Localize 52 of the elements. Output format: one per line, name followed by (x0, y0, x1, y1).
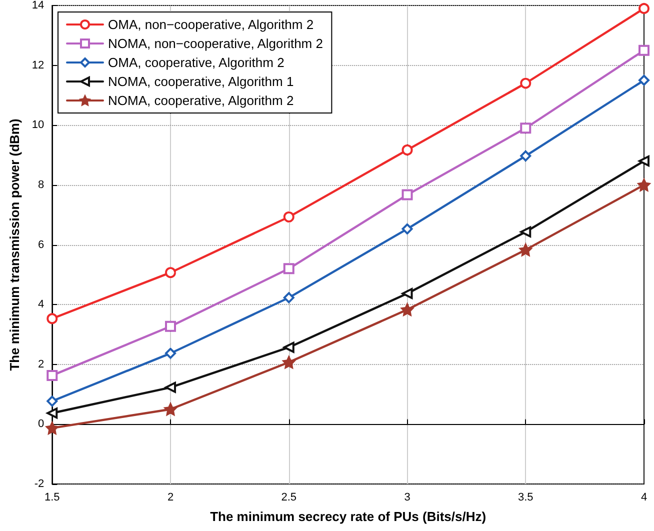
point (520, 150, 532, 162)
y-tick-label: 6 (38, 238, 44, 251)
y-tick-label: 4 (38, 298, 44, 311)
point (165, 382, 176, 393)
point (164, 402, 177, 416)
x-tick-label: 1.5 (44, 492, 60, 504)
point (402, 144, 413, 156)
y-tick-label: 2 (38, 358, 44, 370)
point (46, 408, 58, 419)
x-axis-title: The minimum secrecy rate of PUs (Bits/s/Hz) (210, 509, 486, 524)
point (165, 267, 176, 278)
point (283, 342, 294, 353)
legend-label: OMA, non−cooperative, Algorithm 2 (108, 17, 314, 32)
y-tick-label: 14 (32, 0, 44, 12)
point (402, 288, 413, 299)
point (46, 396, 58, 407)
point (282, 356, 296, 369)
point (46, 370, 58, 381)
y-tick-label: 12 (32, 59, 44, 72)
point (400, 303, 414, 316)
y-axis-title: The minimum transmission power (dBm) (7, 118, 22, 371)
point (283, 292, 294, 304)
legend-label: OMA, cooperative, Algorithm 2 (108, 55, 284, 70)
point (283, 211, 294, 222)
point (638, 2, 650, 14)
point (165, 320, 176, 332)
x-tick-label: 2.5 (281, 492, 297, 504)
x-tick-label: 3.5 (518, 492, 534, 504)
point (520, 226, 532, 238)
point (46, 422, 58, 434)
point (638, 156, 650, 167)
y-tick-label: 10 (32, 119, 44, 132)
x-tick-label: 2 (167, 492, 174, 504)
point (165, 348, 176, 359)
point (638, 44, 650, 56)
point (519, 244, 532, 256)
point (638, 178, 650, 192)
point (283, 263, 294, 274)
y-tick-label: -2 (34, 478, 44, 490)
point (638, 74, 650, 86)
point (520, 122, 532, 134)
point (402, 189, 413, 200)
legend-label: NOMA, cooperative, Algorithm 1 (108, 74, 294, 89)
y-tick-label: 8 (38, 178, 44, 191)
y-tick-label: 0 (38, 418, 44, 430)
legend-label: NOMA, cooperative, Algorithm 2 (108, 93, 294, 108)
x-tick-label: 3 (404, 492, 410, 504)
legend-label: NOMA, non−cooperative, Algorithm 2 (108, 36, 323, 51)
point (520, 78, 532, 89)
point (402, 223, 413, 234)
x-tick-label: 4 (640, 492, 648, 504)
point (46, 313, 58, 324)
